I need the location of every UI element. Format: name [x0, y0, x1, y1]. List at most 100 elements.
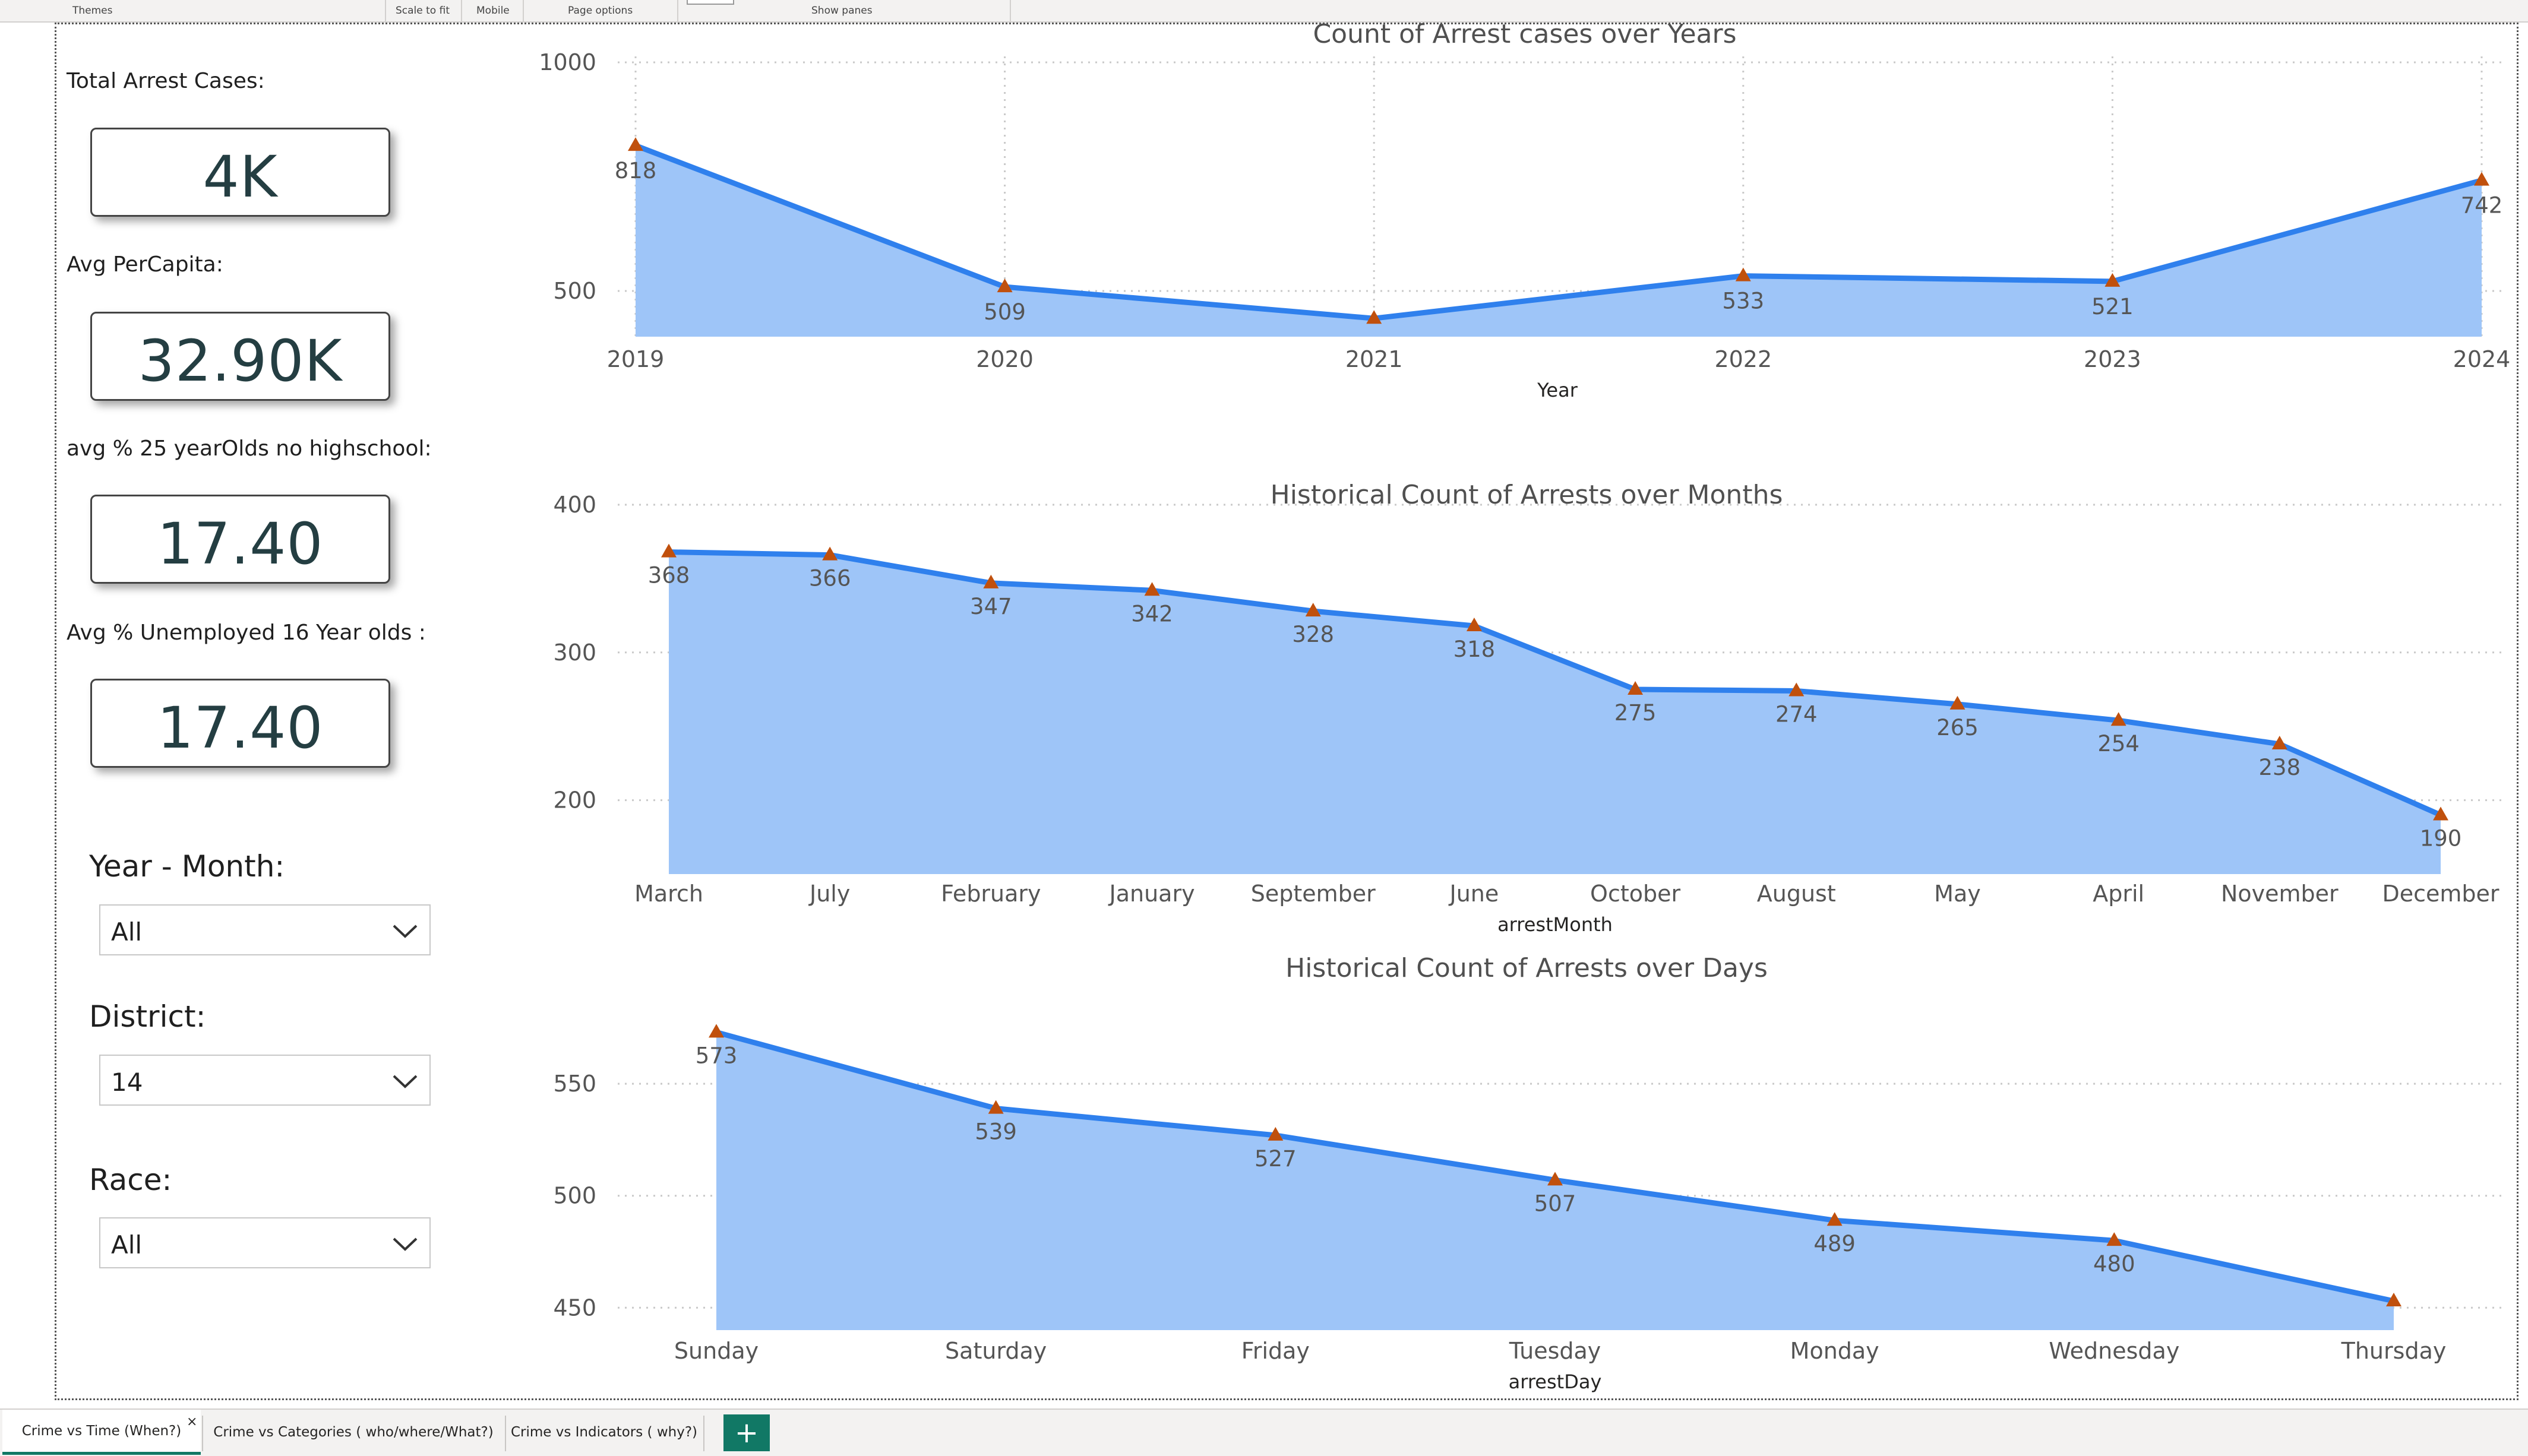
data-point-marker	[2106, 1232, 2122, 1246]
ribbon-scale-to-fit-label[interactable]: Scale to fit	[396, 5, 450, 17]
add-page-button[interactable]: +	[723, 1414, 770, 1451]
series-line	[668, 549, 2442, 818]
close-icon[interactable]: ×	[187, 1414, 198, 1429]
data-label: 539	[975, 1119, 1017, 1145]
tab-crime-vs-time[interactable]: Crime vs Time (When?)	[2, 1410, 201, 1455]
data-point-marker	[983, 574, 999, 588]
chart-title: Historical Count of Arrests over Months	[1271, 480, 1783, 510]
ribbon-mobile-label[interactable]: Mobile	[476, 5, 510, 17]
data-point-marker	[1366, 310, 1382, 324]
page-tab-bar: Crime vs Time (When?) × Crime vs Categor…	[0, 1408, 2528, 1456]
tab-crime-vs-indicators[interactable]: Crime vs Indicators ( why?)	[506, 1410, 702, 1455]
x-tick-label: 2021	[1345, 346, 1403, 372]
ribbon-collapsed-control[interactable]	[687, 0, 734, 5]
kpi-unemployed-card[interactable]: 17.40	[90, 679, 390, 768]
chevron-down-icon	[393, 1237, 418, 1251]
charts-layer: Count of Arrest cases over Years 500 1000 8…	[539, 19, 2511, 1393]
tab-divider	[202, 1416, 203, 1451]
data-point-marker	[1144, 582, 1160, 596]
year-month-selected-value: All	[111, 917, 143, 947]
data-point-marker	[1547, 1172, 1563, 1186]
kpi-total-arrest-label: Total Arrest Cases:	[67, 69, 265, 93]
x-tick-label: April	[2093, 881, 2144, 907]
data-point-marker	[1268, 1126, 1284, 1141]
data-label: 190	[2420, 825, 2462, 851]
x-tick-label: December	[2382, 881, 2499, 907]
data-point-marker	[1466, 618, 1482, 632]
data-label: 509	[984, 299, 1026, 325]
data-point-marker	[988, 1100, 1004, 1114]
y-tick-label: 400	[553, 492, 596, 518]
series-line	[634, 143, 2483, 321]
data-label: 254	[2097, 731, 2140, 757]
ribbon-divider	[1010, 0, 1011, 21]
x-tick-label: Tuesday	[1509, 1338, 1601, 1364]
chevron-down-icon	[393, 1075, 418, 1088]
kpi-total-arrest-card[interactable]: 4K	[90, 128, 390, 217]
kpi-no-highschool-value: 17.40	[157, 511, 324, 577]
data-point-marker	[628, 137, 643, 151]
data-label: 328	[1292, 622, 1334, 647]
x-axis-title: arrestDay	[1509, 1370, 1602, 1393]
kpi-total-arrest-value: 4K	[203, 144, 278, 210]
data-label: 342	[1131, 601, 1173, 626]
ribbon-show-panes-label[interactable]: Show panes	[811, 5, 873, 17]
ribbon-themes-label[interactable]: Themes	[72, 5, 113, 17]
kpi-avg-percapita-card[interactable]: 32.90K	[90, 312, 390, 401]
chart-title: Historical Count of Arrests over Days	[1285, 953, 1768, 983]
x-tick-label: Monday	[1790, 1338, 1879, 1364]
ribbon-divider	[523, 0, 524, 21]
data-point-marker	[2104, 273, 2121, 287]
x-tick-label: Friday	[1241, 1338, 1310, 1364]
x-tick-label: 2024	[2453, 346, 2511, 372]
series-area	[669, 552, 2441, 874]
data-label: 818	[615, 158, 657, 183]
series-area	[636, 145, 2482, 337]
x-tick-label: 2020	[976, 346, 1034, 372]
y-tick-label: 300	[553, 640, 596, 666]
x-tick-label: July	[808, 881, 850, 907]
chevron-down-icon	[393, 925, 418, 938]
x-tick-label: 2023	[2084, 346, 2141, 372]
x-tick-label: Saturday	[945, 1338, 1047, 1364]
data-label: 742	[2461, 193, 2503, 219]
tab-divider	[703, 1416, 704, 1451]
data-label: 533	[1722, 289, 1764, 314]
plus-icon: +	[734, 1416, 759, 1449]
ribbon-toolbar: Themes Scale to fit Mobile Page options …	[0, 0, 2528, 23]
chart-title: Count of Arrest cases over Years	[1313, 19, 1736, 49]
data-point-marker	[2474, 172, 2489, 186]
data-point-marker	[822, 546, 838, 561]
ribbon-page-options-label[interactable]: Page options	[568, 5, 633, 17]
kpi-no-highschool-card[interactable]: 17.40	[90, 495, 390, 584]
kpi-no-highschool-label: avg % 25 yearOlds no highschool:	[67, 436, 432, 461]
race-selected-value: All	[111, 1230, 143, 1259]
data-label: 507	[1534, 1191, 1576, 1216]
data-point-marker	[2110, 712, 2126, 726]
district-selected-value: 14	[111, 1068, 143, 1097]
race-dropdown[interactable]: All	[99, 1217, 431, 1268]
kpi-unemployed-label: Avg % Unemployed 16 Year olds :	[67, 621, 426, 645]
x-tick-label: June	[1449, 881, 1499, 907]
district-slicer-title: District:	[89, 999, 206, 1034]
data-label: 489	[1813, 1231, 1856, 1256]
y-tick-label: 550	[553, 1071, 596, 1097]
kpi-avg-percapita-value: 32.90K	[138, 328, 343, 394]
x-tick-label: October	[1590, 881, 1680, 907]
data-point-marker	[709, 1024, 724, 1038]
data-point-marker	[1305, 603, 1321, 617]
data-label: 521	[2091, 294, 2134, 319]
tab-crime-vs-time-label: Crime vs Time (When?)	[21, 1423, 182, 1439]
tab-crime-vs-categories-label: Crime vs Categories ( who/where/What?)	[213, 1425, 494, 1440]
x-tick-label: September	[1251, 881, 1376, 907]
data-label: 347	[970, 594, 1012, 619]
district-dropdown[interactable]: 14	[99, 1055, 431, 1106]
x-axis-title: arrestMonth	[1497, 913, 1613, 936]
year-month-dropdown[interactable]: All	[99, 904, 431, 955]
y-tick-label: 450	[553, 1294, 596, 1321]
tab-crime-vs-categories[interactable]: Crime vs Categories ( who/where/What?)	[203, 1410, 504, 1455]
data-label: 480	[2093, 1251, 2135, 1277]
y-tick-label: 500	[553, 278, 596, 304]
data-point-marker	[2271, 736, 2287, 750]
data-label: 318	[1453, 637, 1496, 662]
